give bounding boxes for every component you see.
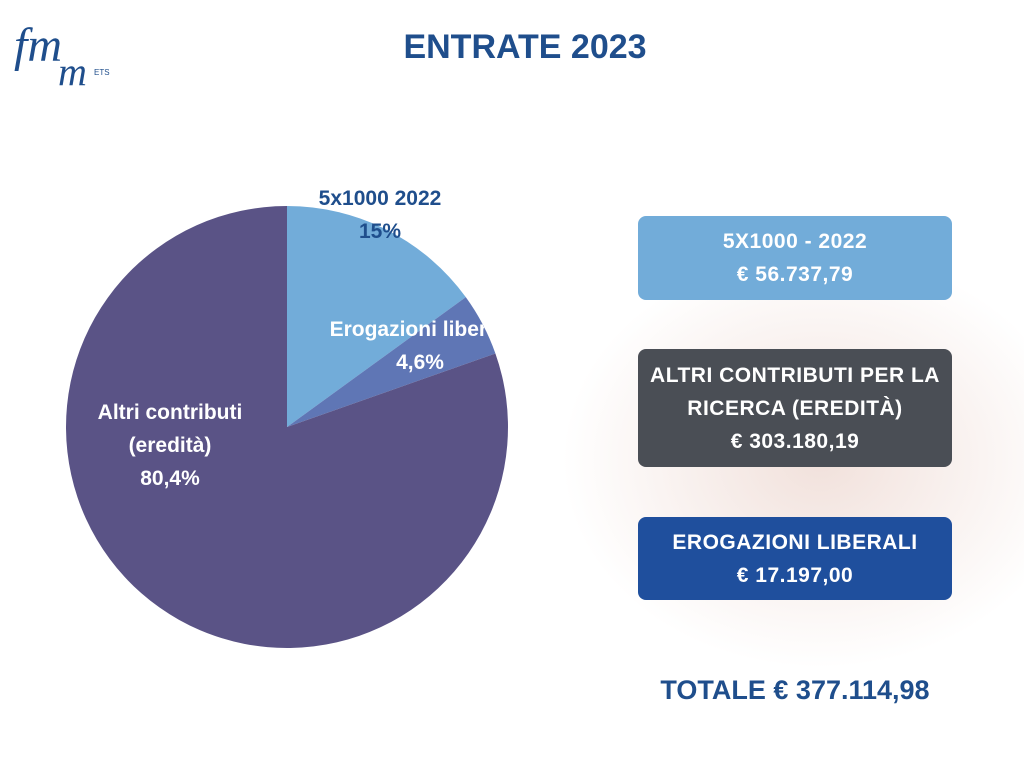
logo-bottom: m [58, 49, 87, 94]
slice-value: 4,6% [396, 351, 444, 374]
slice-value: 80,4% [140, 467, 200, 490]
total: TOTALE € 377.114,98 [660, 675, 930, 705]
slice-value: 15% [358, 220, 402, 243]
slice-label: 5x1000 2022 15% [280, 182, 480, 248]
panel: ALTRI CONTRIBUTI PER LA RICERCA (EREDITÀ… [638, 349, 952, 467]
slice-label: Altri contributi (eredità) 80,4% [60, 396, 280, 495]
panel: 5X1000 - 2022 € 56.737,79 [638, 216, 952, 300]
panel-amount: € 56.737,79 [736, 263, 854, 286]
panel: EROGAZIONI LIBERALI € 17.197,00 [638, 517, 952, 600]
panel-amount: € 303.180,19 [730, 429, 860, 453]
panel-amount: € 17.197,00 [736, 563, 854, 587]
slice-name: 5x1000 2022 [318, 187, 442, 210]
panel-title: EROGAZIONI LIBERALI [672, 530, 918, 554]
logo-top: fm [14, 19, 62, 72]
slice-name: Altri contributi (eredità) [97, 401, 243, 457]
logo-suffix: ETS [94, 68, 110, 77]
chart-title: ENTRATE 2023 [403, 28, 647, 66]
pie-slice [287, 206, 466, 427]
panel-title: ALTRI CONTRIBUTI PER LA RICERCA (EREDITÀ… [650, 363, 940, 420]
pie-slice [66, 206, 508, 649]
panel-title: 5X1000 - 2022 [722, 230, 868, 253]
slice-label: Erogazioni liberali 4,6% [300, 313, 540, 379]
pie-slice [287, 297, 496, 427]
slice-name: Erogazioni liberali [329, 318, 511, 341]
